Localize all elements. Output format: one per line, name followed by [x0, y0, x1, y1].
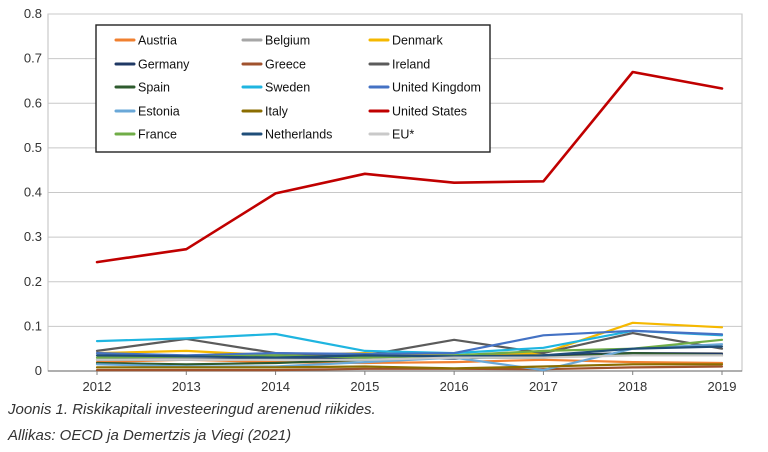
legend-label-eu: EU* — [392, 128, 414, 142]
legend-label-germany: Germany — [138, 58, 190, 72]
legend-label-united-kingdom: United Kingdom — [392, 81, 481, 95]
legend-label-ireland: Ireland — [392, 58, 430, 72]
series-line-sweden — [95, 329, 724, 355]
y-axis: 0 0.1 0.2 0.3 0.4 0.5 0.6 0.7 0.8 — [24, 6, 42, 378]
x-tick-label: 2012 — [83, 379, 112, 394]
y-tick-label: 0.3 — [24, 229, 42, 244]
figure-caption: Joonis 1. Riskikapitali investeeringud a… — [8, 401, 376, 418]
y-tick-label: 0.8 — [24, 6, 42, 21]
legend-label-belgium: Belgium — [265, 34, 310, 48]
legend-label-france: France — [138, 128, 177, 142]
y-tick-label: 0 — [35, 363, 42, 378]
x-tick-label: 2015 — [350, 379, 379, 394]
x-tick-label: 2019 — [708, 379, 737, 394]
legend-label-united-states: United States — [392, 105, 467, 119]
y-tick-label: 0.2 — [24, 274, 42, 289]
legend-label-netherlands: Netherlands — [265, 128, 332, 142]
series-line-united-states — [95, 70, 724, 264]
legend-label-austria: Austria — [138, 34, 177, 48]
line-chart: 00.10.20.30.40.50.60.70.8 2012 2013 2014 20… — [24, 6, 743, 394]
x-tick-label: 2014 — [261, 379, 290, 394]
legend-label-denmark: Denmark — [392, 34, 443, 48]
legend-label-spain: Spain — [138, 81, 170, 95]
y-tick-label: 0.7 — [24, 51, 42, 66]
figure-source: Allikas: OECD ja Demertzis ja Viegi (202… — [8, 427, 292, 444]
x-tick-label: 2018 — [618, 379, 647, 394]
series-line-italy — [95, 363, 724, 370]
y-tick-label: 0.5 — [24, 140, 42, 155]
y-tick-label: 0.1 — [24, 318, 42, 333]
series-line-ireland — [95, 332, 724, 357]
legend-label-estonia: Estonia — [138, 105, 180, 119]
series-line-eu — [95, 354, 724, 361]
x-tick-label: 2013 — [172, 379, 201, 394]
legend-label-greece: Greece — [265, 58, 306, 72]
series-line-netherlands — [95, 345, 724, 359]
series-line-united-kingdom — [95, 329, 724, 357]
series-lines — [95, 70, 724, 372]
legend-label-italy: Italy — [265, 105, 289, 119]
legend-box — [95, 24, 491, 153]
x-axis: 2012 2013 2014 2015 2016 2017 2018 2019 — [48, 370, 742, 394]
series-line-greece — [95, 365, 724, 372]
x-tick-label: 2017 — [529, 379, 558, 394]
legend-label-sweden: Sweden — [265, 81, 310, 95]
y-tick-label: 0.6 — [24, 95, 42, 110]
y-tick-label: 0.4 — [24, 185, 42, 200]
legend: Austria Belgium Denmark Germany Greece Irelan… — [95, 24, 491, 153]
x-tick-label: 2016 — [440, 379, 469, 394]
